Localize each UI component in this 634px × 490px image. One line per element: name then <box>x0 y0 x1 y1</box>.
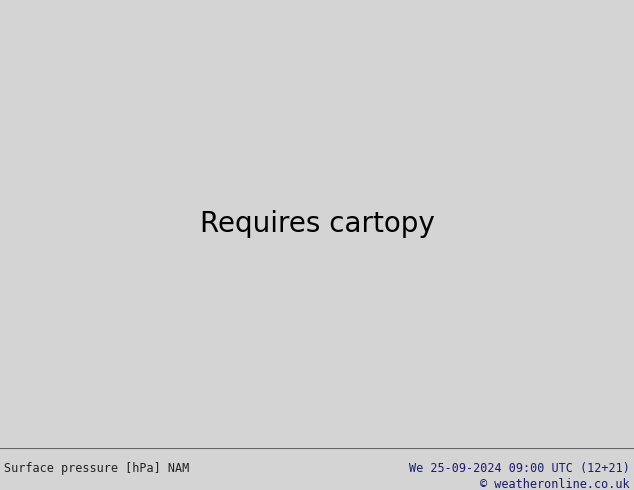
Text: © weatheronline.co.uk: © weatheronline.co.uk <box>481 478 630 490</box>
Text: Requires cartopy: Requires cartopy <box>200 210 434 238</box>
Text: Surface pressure [hPa] NAM: Surface pressure [hPa] NAM <box>4 462 190 474</box>
Text: We 25-09-2024 09:00 UTC (12+21): We 25-09-2024 09:00 UTC (12+21) <box>409 462 630 474</box>
